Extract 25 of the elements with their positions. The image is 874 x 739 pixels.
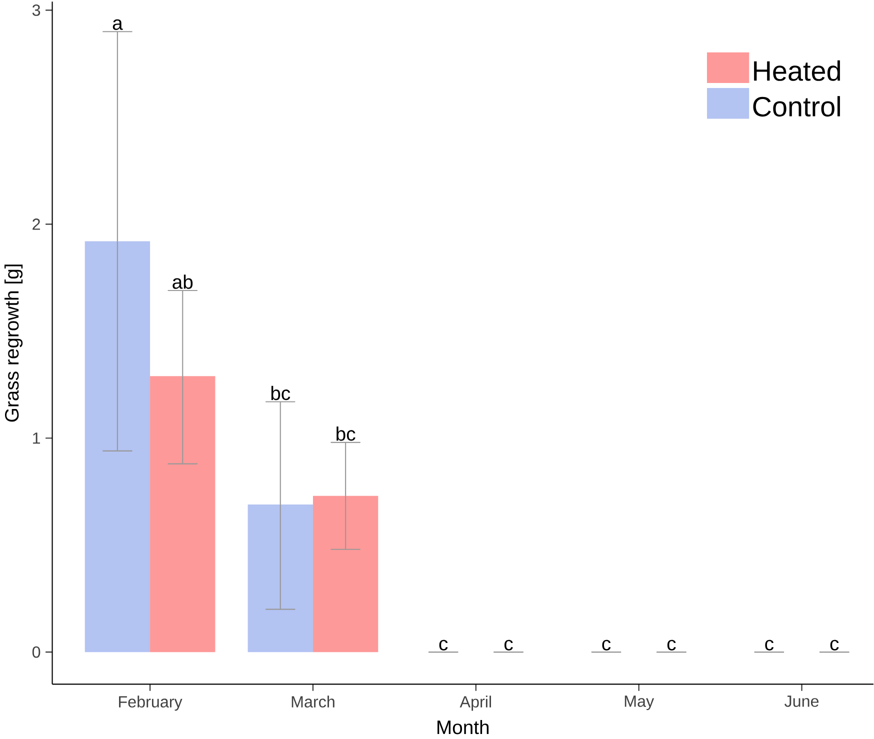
legend-label: Heated — [754, 60, 840, 82]
annotation: bc — [336, 426, 356, 441]
x-tick-label: April — [460, 696, 491, 711]
x-tick-label: February — [119, 696, 182, 711]
annotation: c — [602, 640, 611, 651]
y-tick-label: 1 — [33, 432, 40, 444]
x-tick-label: June — [784, 696, 819, 708]
annotation: c — [765, 640, 774, 651]
x-tick-label: May — [624, 696, 654, 710]
annotation: c — [504, 640, 513, 651]
y-tick-label: 3 — [32, 4, 40, 16]
legend-label: Control — [753, 96, 840, 117]
annotation: c — [667, 640, 676, 651]
annotation: ab — [172, 274, 193, 290]
bar — [150, 376, 216, 652]
x-axis-title: Month — [438, 720, 489, 734]
y-axis-title: Grass regrowth [g] — [4, 264, 23, 422]
annotation: c — [439, 640, 448, 651]
annotation: bc — [271, 386, 290, 400]
annotation: c — [830, 640, 839, 651]
annotation: a — [112, 20, 123, 30]
y-tick-label: 2 — [32, 218, 40, 230]
y-tick-label: 0 — [32, 646, 40, 658]
bar — [312, 496, 378, 652]
x-tick-label: March — [292, 696, 334, 708]
